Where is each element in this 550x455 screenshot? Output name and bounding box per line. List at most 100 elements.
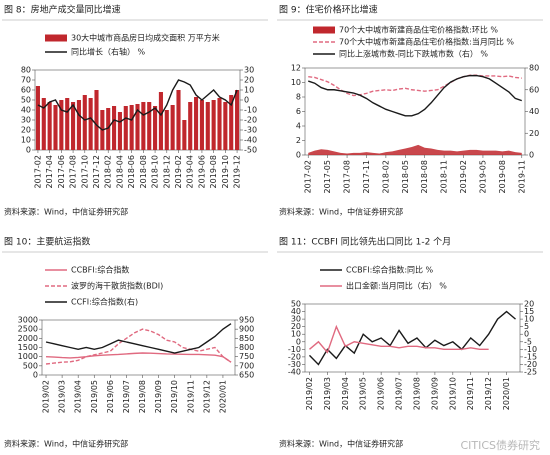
y2-tick-label: 30 xyxy=(244,66,254,75)
x-tick-label: 2018-10 xyxy=(151,155,160,188)
y2-tick-label: 20 xyxy=(529,129,539,138)
bar xyxy=(164,110,169,150)
bar xyxy=(217,98,222,150)
plot-frame xyxy=(304,303,521,373)
bar xyxy=(205,102,210,150)
y-tick-label: 1500 xyxy=(18,343,38,352)
y2-tick-label: -40 xyxy=(244,136,257,145)
bar xyxy=(123,106,128,150)
x-tick-label: 2019/07 xyxy=(122,380,131,413)
x-tick-label: 2019/06 xyxy=(106,380,115,413)
bar xyxy=(41,98,46,150)
line-series xyxy=(45,323,232,354)
x-tick-label: 2017-04 xyxy=(45,155,54,188)
y-tick-label: 6 xyxy=(296,107,301,116)
x-tick-label: 2017-12 xyxy=(92,155,101,188)
y2-tick-label: 650 xyxy=(239,371,254,380)
y-tick-label: 10 xyxy=(291,78,301,87)
bar xyxy=(59,100,64,150)
legend-label: 波罗的海干散货指数(BDI) xyxy=(71,281,163,291)
y-tick-label: 20 xyxy=(21,126,31,135)
y-tick-label: 2000 xyxy=(18,334,38,343)
x-tick-label: 2019/11 xyxy=(466,377,475,410)
x-tick-label: 2019/03 xyxy=(323,377,332,410)
x-tick-label: 2018-12 xyxy=(162,155,171,188)
x-tick-label: 2018-04 xyxy=(115,155,124,188)
line-series xyxy=(37,79,238,131)
x-tick-label: 2018-05 xyxy=(401,160,410,193)
x-tick-label: 2019/02 xyxy=(305,377,314,410)
legend-label: 70个大中城市新建商品住宅价格指数:环比 % xyxy=(339,25,498,35)
y-tick-label: 2 xyxy=(296,136,301,145)
bar xyxy=(135,104,140,150)
x-tick-label: 2017-10 xyxy=(80,155,89,188)
y-tick-label: 80 xyxy=(21,66,31,75)
x-tick-label: 2019/05 xyxy=(359,377,368,410)
source-note: 资料来源：Wind，中信证券研究部 xyxy=(4,439,128,449)
x-tick-label: 2019-06 xyxy=(197,155,206,188)
legend-label: 30大中城市商品房日均成交面积 万平方米 xyxy=(71,33,220,43)
bar xyxy=(194,97,199,150)
bar xyxy=(76,100,81,150)
x-tick-label: 2019-08 xyxy=(209,155,218,188)
x-tick-label: 2019-10 xyxy=(221,155,230,188)
chart-panel: 图 9：住宅价格环比增速资料来源：Wind，中信证券研究部02468101202… xyxy=(277,4,543,217)
y-tick-label: 10 xyxy=(291,330,301,339)
y-tick-label: 2500 xyxy=(18,325,38,334)
y-tick-label: 30 xyxy=(291,315,301,324)
bar xyxy=(117,112,122,150)
y2-tick-label: 850 xyxy=(239,334,254,343)
x-tick-label: 2019/03 xyxy=(58,380,67,413)
x-tick-label: 2020/01 xyxy=(502,377,511,410)
bar xyxy=(141,102,146,150)
bar xyxy=(106,108,111,150)
y-tick-label: 12 xyxy=(291,64,301,73)
x-tick-label: 2019-11 xyxy=(517,160,526,193)
x-tick-label: 2019-04 xyxy=(186,155,195,188)
y2-tick-label: -30 xyxy=(244,126,257,135)
x-tick-label: 2019/12 xyxy=(484,377,493,410)
chart-panel: 图 8：房地产成交量同比增速资料来源：Wind，中信证券研究部010203040… xyxy=(2,4,268,217)
y2-tick-label: 800 xyxy=(239,343,254,352)
x-tick-label: 2019/10 xyxy=(448,377,457,410)
y-tick-label: 1000 xyxy=(18,352,38,361)
y2-tick-label: 900 xyxy=(239,325,254,334)
legend-label: CCBFI:综合指数 xyxy=(71,265,129,275)
y-tick-label: 4 xyxy=(296,122,301,131)
legend-label: 70个大中城市新建商品住宅价格指数:当月同比 % xyxy=(339,37,514,47)
bar xyxy=(153,106,158,150)
y2-tick-label: 10 xyxy=(244,86,254,95)
bar xyxy=(53,105,58,150)
y2-tick-label: 5 xyxy=(524,322,529,331)
chart-title: 图 9：住宅价格环比增速 xyxy=(279,4,378,16)
bar xyxy=(211,100,216,150)
legend-label: CCBFI:综合指数:同比 % xyxy=(346,265,434,275)
y-tick-label: 50 xyxy=(21,96,31,105)
x-tick-label: 2019/07 xyxy=(395,377,404,410)
legend-swatch xyxy=(313,26,335,34)
bar xyxy=(199,100,204,150)
source-note: 资料来源：Wind，中信证券研究部 xyxy=(279,439,403,449)
x-tick-label: 2018-08 xyxy=(420,160,429,193)
y2-tick-label: -20 xyxy=(524,360,537,369)
y-tick-label: 0 xyxy=(296,151,301,160)
bar xyxy=(158,92,163,150)
x-tick-label: 2018-02 xyxy=(381,160,390,193)
y-tick-label: 70 xyxy=(21,76,31,85)
line-series xyxy=(308,310,516,366)
bar xyxy=(65,98,70,150)
x-tick-label: 2019-02 xyxy=(174,155,183,188)
bar xyxy=(88,98,93,150)
bar xyxy=(94,90,99,150)
y2-tick-label: 0 xyxy=(529,151,534,160)
source-note: 资料来源：Wind，中信证券研究部 xyxy=(4,207,128,217)
x-tick-label: 2019-12 xyxy=(233,155,242,188)
bar xyxy=(129,105,134,150)
y2-tick-label: 0 xyxy=(524,330,529,339)
x-tick-label: 2018-06 xyxy=(127,155,136,188)
y-tick-label: 500 xyxy=(23,361,38,370)
source-note: 资料来源：Wind，中信证券研究部 xyxy=(279,207,403,217)
x-tick-label: 2019/04 xyxy=(341,377,350,410)
bar xyxy=(82,95,87,150)
